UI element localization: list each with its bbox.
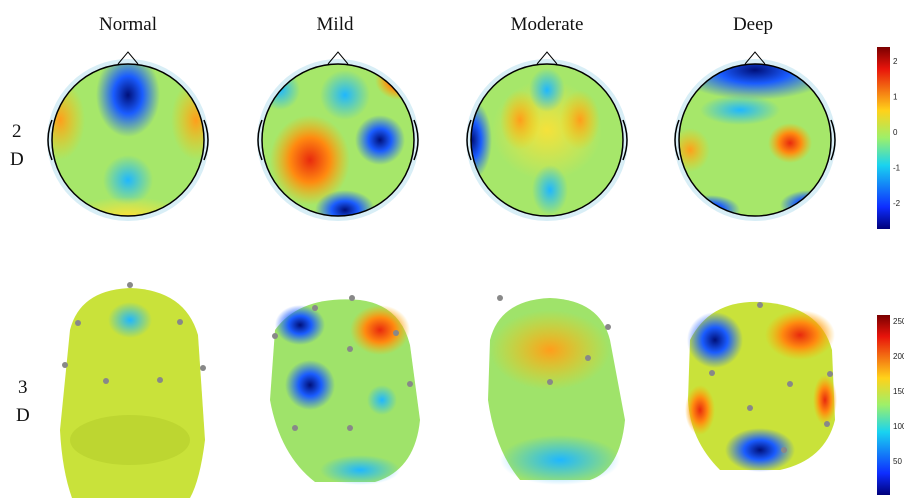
colorbar-tick-label: 1 [893, 93, 898, 102]
colorbar-tick-label: 250 [893, 317, 904, 326]
colorbar-tick-label: 150 [893, 387, 904, 396]
column-label: Deep [733, 14, 773, 35]
topomap-deep [670, 40, 840, 225]
head-3d-deep [685, 302, 837, 472]
topomap-mild [257, 52, 425, 230]
colorbar-tick-label: 100 [893, 422, 904, 431]
head-3d-normal [60, 288, 205, 498]
colorbar-tick-label: 0 [893, 128, 898, 137]
row-label: 2 [12, 121, 22, 142]
colorbar-tick-label: -2 [893, 199, 901, 208]
figure: Normal Mild Moderate Deep 2 D 3 D [0, 0, 904, 500]
colorbar-tick-label: 2 [893, 57, 898, 66]
column-label: Moderate [511, 14, 584, 35]
colorbar [877, 47, 890, 229]
row-label: D [16, 405, 30, 426]
column-label: Normal [99, 14, 157, 35]
column-label: Mild [317, 14, 354, 35]
head-3d-mild [270, 299, 420, 485]
topomap-moderate [452, 52, 629, 222]
colorbar-tick-label: -1 [893, 164, 901, 173]
colorbar-tick-label: 200 [893, 352, 904, 361]
row-label: D [10, 149, 24, 170]
topomap-normal [35, 52, 221, 233]
colorbar-tick-label: 50 [893, 457, 902, 466]
colorbar [877, 315, 890, 495]
row-label: 3 [18, 377, 28, 398]
head-3d-moderate [488, 298, 625, 485]
